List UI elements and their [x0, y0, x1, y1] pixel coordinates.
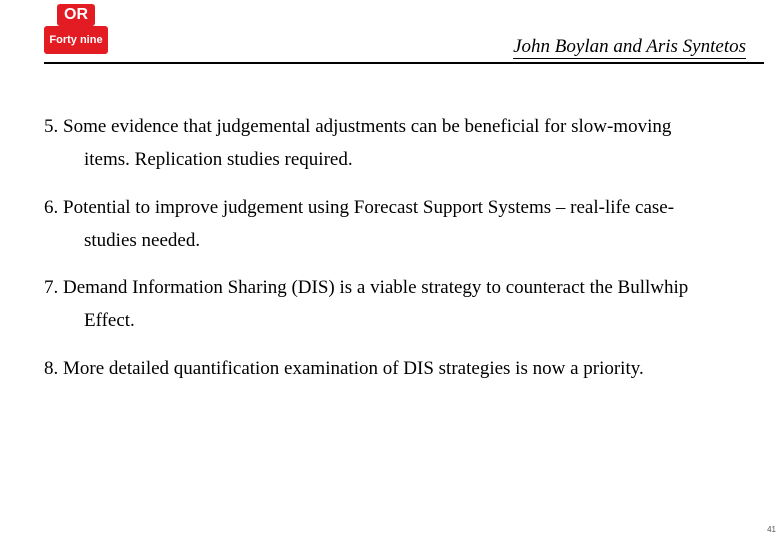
slide-body: 5. Some evidence that judgemental adjust…	[44, 110, 744, 399]
item-number: 8.	[44, 358, 58, 379]
item-number: 7.	[44, 277, 58, 298]
item-text-line2: studies needed.	[68, 224, 744, 257]
header-divider	[44, 62, 764, 64]
authors-text: John Boylan and Aris Syntetos	[513, 36, 746, 58]
list-item: 6. Potential to improve judgement using …	[44, 191, 744, 258]
page-number: 41	[767, 525, 776, 534]
item-number: 5.	[44, 116, 58, 137]
slide: OR Forty nine John Boylan and Aris Synte…	[0, 0, 780, 540]
item-number: 6.	[44, 197, 58, 218]
item-text-line1: More detailed quantification examination…	[63, 358, 644, 379]
or-logo-bottom: Forty nine	[44, 26, 108, 54]
list-item: 7. Demand Information Sharing (DIS) is a…	[44, 271, 744, 338]
or-logo: OR Forty nine	[44, 4, 108, 54]
item-text-line1: Some evidence that judgemental adjustmen…	[63, 116, 671, 137]
list-item: 5. Some evidence that judgemental adjust…	[44, 110, 744, 177]
item-text-line2: Effect.	[68, 304, 744, 337]
slide-header: OR Forty nine John Boylan and Aris Synte…	[0, 0, 780, 62]
list-item: 8. More detailed quantification examinat…	[44, 352, 744, 385]
item-text-line1: Potential to improve judgement using For…	[63, 197, 674, 218]
item-text-line1: Demand Information Sharing (DIS) is a vi…	[63, 277, 688, 298]
item-text-line2: items. Replication studies required.	[68, 143, 744, 176]
or-logo-top: OR	[57, 4, 95, 26]
